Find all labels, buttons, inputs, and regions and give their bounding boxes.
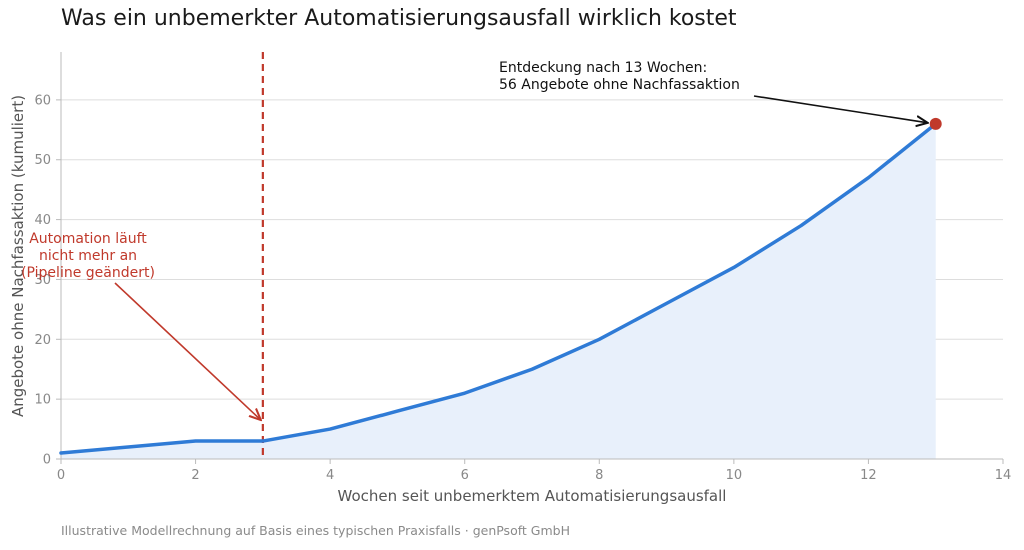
axes	[60, 52, 1003, 460]
x-tick-label-14: 14	[995, 468, 1012, 483]
y-tick-label-10: 10	[34, 393, 51, 408]
y-axis-label: Angebote ohne Nachfassaktion (kumuliert)	[9, 95, 27, 417]
area-fill-group	[61, 123, 936, 459]
y-tick-label-30: 30	[34, 273, 51, 288]
chart-title: Was ein unbemerkter Automatisierungsausf…	[61, 6, 737, 31]
failure-annotation-line: Automation läuft	[29, 231, 147, 247]
annotations: Automation läuft nicht mehr an (Pipeline g…	[21, 60, 928, 420]
series-line	[59, 122, 938, 455]
y-tick-label-60: 60	[34, 93, 51, 108]
series-group	[59, 117, 942, 455]
source-footer: Illustrative Modellrechnung auf Basis ei…	[61, 523, 570, 538]
x-tick-label-4: 4	[326, 468, 334, 483]
discovery-annotation: Entdeckung nach 13 Wochen: 56 Angebote oh…	[499, 60, 740, 93]
x-tick-label-8: 8	[595, 468, 603, 483]
grid-lines	[61, 99, 1003, 400]
discovery-point	[929, 117, 942, 130]
failure-annotation: Automation läuft nicht mehr an (Pipeline g…	[21, 231, 155, 281]
x-tick-label-6: 6	[461, 468, 469, 483]
axis-labels: Wochen seit unbemerktem Automatisierungs…	[9, 95, 726, 505]
y-tick-label-50: 50	[34, 153, 51, 168]
x-tick-label-10: 10	[726, 468, 743, 483]
y-tick-label-40: 40	[34, 213, 51, 228]
area-fill	[61, 123, 936, 459]
x-tick-label-2: 2	[191, 468, 199, 483]
tick-labels: 0 2 4 6 8 10 12 14 0 10 20 30 40 50 60	[34, 93, 1011, 483]
failure-annotation-line: (Pipeline geändert)	[21, 265, 155, 281]
x-axis-label: Wochen seit unbemerktem Automatisierungs…	[338, 487, 727, 505]
y-tick-label-20: 20	[34, 333, 51, 348]
x-tick-label-0: 0	[57, 468, 65, 483]
discovery-arrow	[753, 95, 928, 123]
failure-arrow	[114, 282, 261, 420]
x-tick-label-12: 12	[860, 468, 877, 483]
discovery-annotation-line: 56 Angebote ohne Nachfassaktion	[499, 77, 740, 93]
failure-annotation-line: nicht mehr an	[39, 248, 137, 264]
discovery-annotation-line: Entdeckung nach 13 Wochen:	[499, 60, 707, 76]
y-tick-label-0: 0	[43, 453, 51, 468]
